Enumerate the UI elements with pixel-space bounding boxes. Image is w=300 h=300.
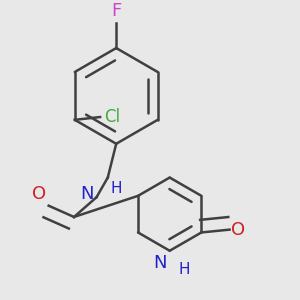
Text: N: N xyxy=(80,185,94,203)
Text: O: O xyxy=(231,220,245,238)
Text: H: H xyxy=(178,262,190,277)
Text: O: O xyxy=(32,185,46,203)
Text: F: F xyxy=(111,2,121,20)
Text: H: H xyxy=(111,181,122,196)
Text: Cl: Cl xyxy=(104,108,121,126)
Text: N: N xyxy=(153,254,167,272)
